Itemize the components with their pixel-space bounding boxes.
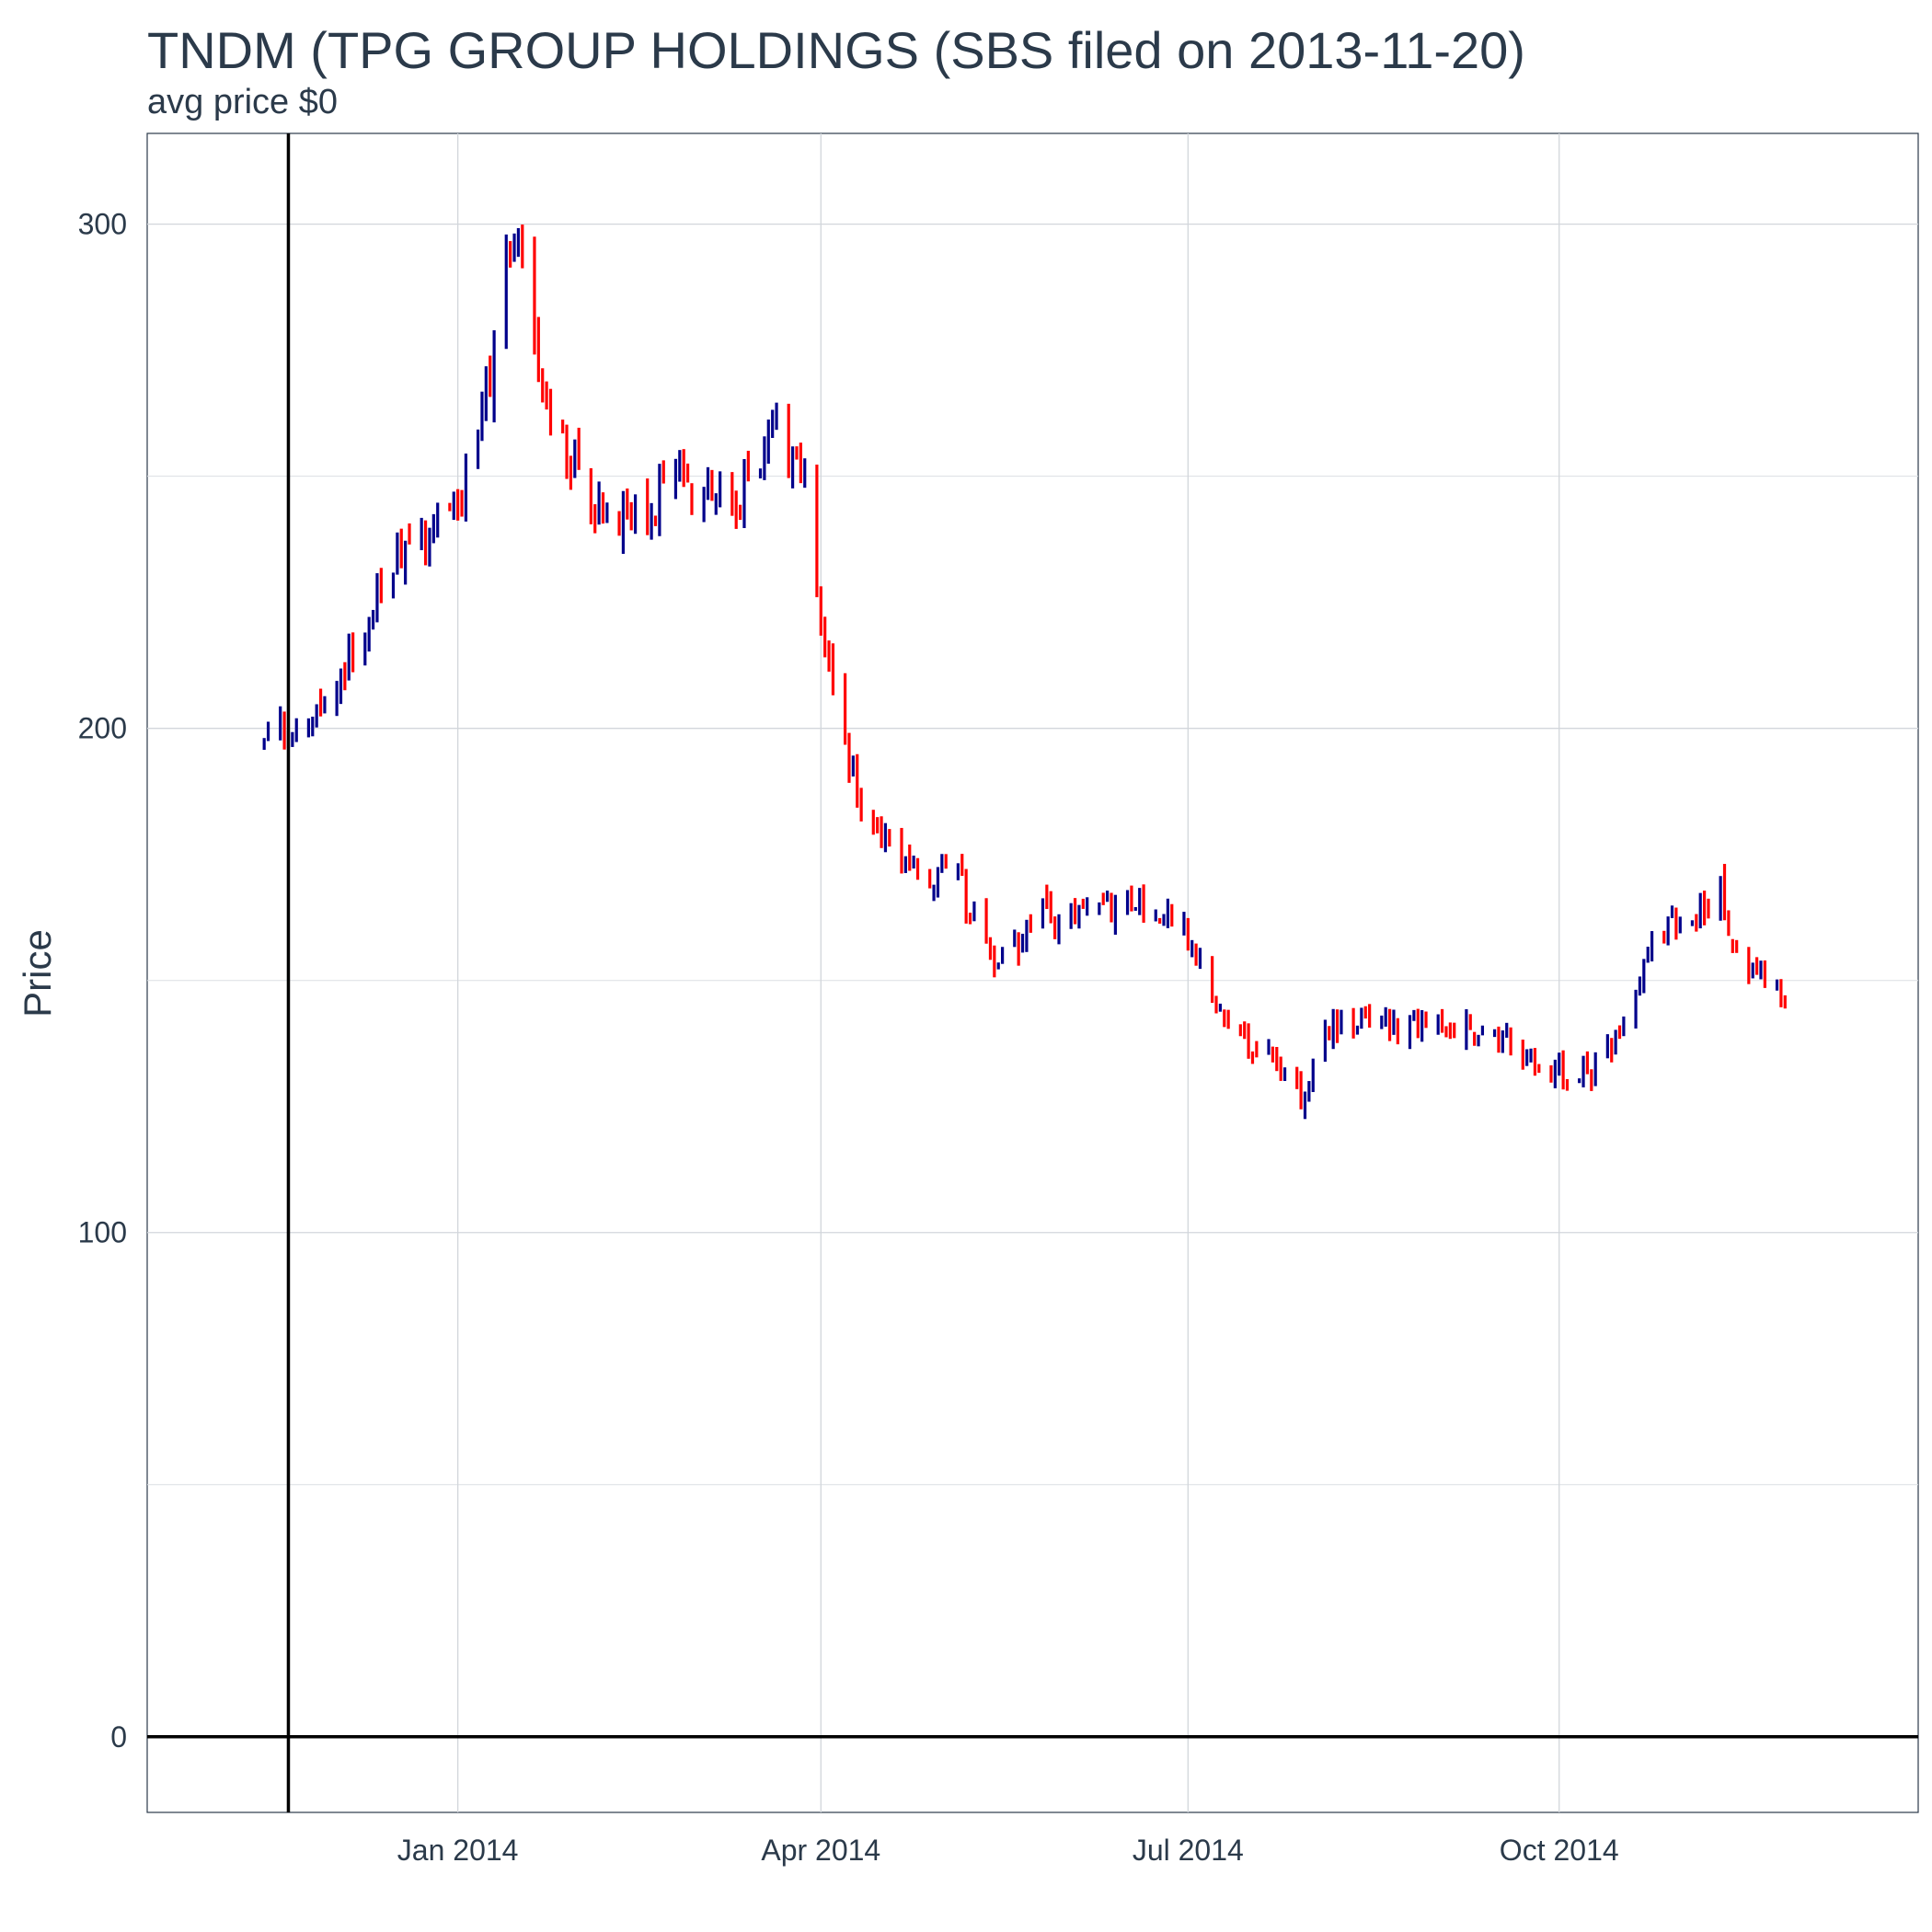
chart-title: TNDM (TPG GROUP HOLDINGS (SBS filed on 2… (147, 21, 1525, 79)
x-tick-label: Apr 2014 (761, 1834, 880, 1867)
x-tick-label: Jul 2014 (1133, 1834, 1244, 1867)
chart-subtitle: avg price $0 (147, 83, 339, 121)
y-tick-label: 200 (78, 712, 127, 745)
y-tick-label: 100 (78, 1216, 127, 1249)
y-tick-label: 0 (110, 1720, 127, 1754)
plot-panel (146, 132, 1919, 1813)
x-tick-label: Jan 2014 (397, 1834, 519, 1867)
x-tick-label: Oct 2014 (1500, 1834, 1619, 1867)
y-axis-title: Price (16, 929, 59, 1018)
y-tick-label: 300 (78, 208, 127, 241)
